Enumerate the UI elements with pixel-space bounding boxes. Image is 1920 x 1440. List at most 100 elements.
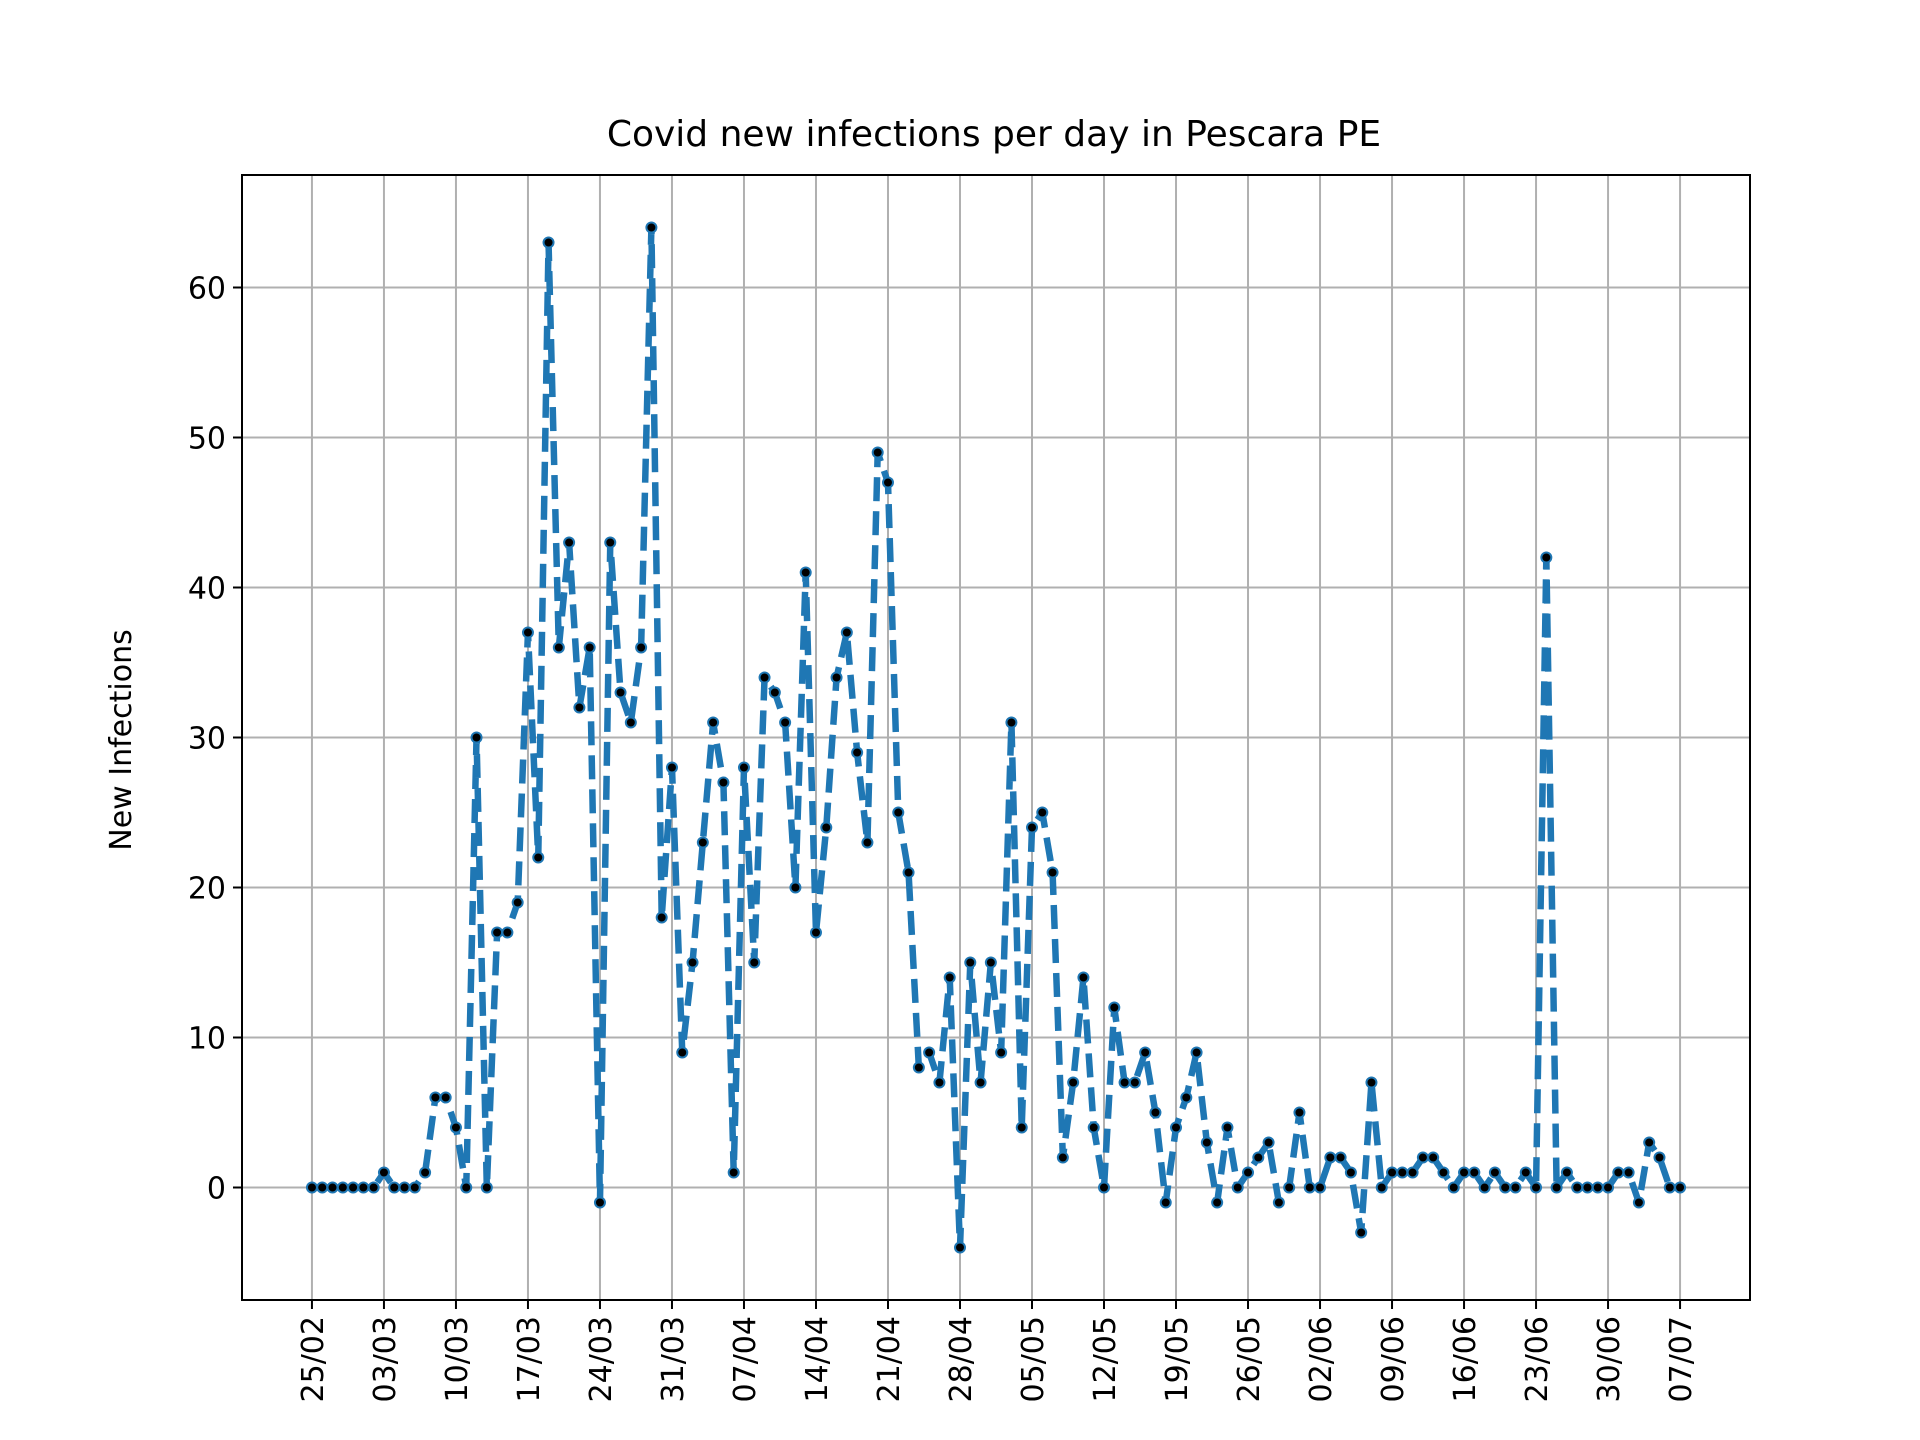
x-tick-label: 21/04 [872, 1316, 907, 1402]
data-point [1550, 1181, 1563, 1194]
y-tick-label: 20 [188, 872, 226, 907]
data-point [1077, 971, 1090, 984]
data-point [604, 536, 617, 549]
data-point [809, 926, 822, 939]
data-point [1571, 1181, 1584, 1194]
y-tick-label: 60 [188, 272, 226, 307]
x-tick-label: 28/04 [944, 1316, 979, 1402]
data-point [1015, 1121, 1028, 1134]
data-point [1519, 1166, 1532, 1179]
data-point [933, 1076, 946, 1089]
data-point [1355, 1226, 1368, 1239]
data-point [1530, 1181, 1543, 1194]
data-point [398, 1181, 411, 1194]
data-point [830, 671, 843, 684]
data-point [964, 956, 977, 969]
data-point [1458, 1166, 1471, 1179]
y-tick-label: 30 [188, 722, 226, 757]
data-point [316, 1181, 329, 1194]
data-point [1046, 866, 1059, 879]
data-point [480, 1181, 493, 1194]
data-point [1663, 1181, 1676, 1194]
data-point [1180, 1091, 1193, 1104]
x-tick-label: 26/05 [1232, 1316, 1267, 1402]
data-point [696, 836, 709, 849]
data-point [1653, 1151, 1666, 1164]
data-point [851, 746, 864, 759]
data-point [1170, 1121, 1183, 1134]
data-point [995, 1046, 1008, 1059]
data-point [655, 911, 668, 924]
data-point [1293, 1106, 1306, 1119]
data-point [779, 716, 792, 729]
y-tick-label: 40 [188, 572, 226, 607]
data-point [1427, 1151, 1440, 1164]
y-axis-label: New Infections [104, 629, 139, 850]
data-point [1447, 1181, 1460, 1194]
data-point [1602, 1181, 1615, 1194]
data-point [799, 566, 812, 579]
x-tick-label: 12/05 [1088, 1316, 1123, 1402]
data-point [1098, 1181, 1111, 1194]
data-point [892, 806, 905, 819]
data-point [1211, 1196, 1224, 1209]
data-point [1612, 1166, 1625, 1179]
data-point [1314, 1181, 1327, 1194]
data-point [984, 956, 997, 969]
data-point [1375, 1181, 1388, 1194]
x-tick-label: 30/06 [1592, 1316, 1627, 1402]
data-point [542, 236, 555, 249]
data-point [686, 956, 699, 969]
data-point [1026, 821, 1039, 834]
x-tick-label: 25/02 [296, 1316, 331, 1402]
data-point [357, 1181, 370, 1194]
data-point [1560, 1166, 1573, 1179]
x-tick-label: 05/05 [1016, 1316, 1051, 1402]
data-point [388, 1181, 401, 1194]
data-point [1221, 1121, 1234, 1134]
data-point [1272, 1196, 1285, 1209]
data-point [583, 641, 596, 654]
data-point [449, 1121, 462, 1134]
data-point [1283, 1181, 1296, 1194]
data-point [758, 671, 771, 684]
data-point [1324, 1151, 1337, 1164]
data-point [614, 686, 627, 699]
data-point [1499, 1181, 1512, 1194]
data-point [1622, 1166, 1635, 1179]
data-point [943, 971, 956, 984]
data-point [871, 446, 884, 459]
x-tick-label: 07/07 [1664, 1316, 1699, 1402]
data-point [840, 626, 853, 639]
data-point [573, 701, 586, 714]
data-point [1149, 1106, 1162, 1119]
data-point [377, 1166, 390, 1179]
data-point [1334, 1151, 1347, 1164]
data-point [1488, 1166, 1501, 1179]
data-point [912, 1061, 925, 1074]
data-point [1200, 1136, 1213, 1149]
data-point [1036, 806, 1049, 819]
data-point [419, 1166, 432, 1179]
data-point [1056, 1151, 1069, 1164]
y-tick-label: 0 [207, 1172, 226, 1207]
data-point [1478, 1181, 1491, 1194]
data-point [1139, 1046, 1152, 1059]
data-point [552, 641, 565, 654]
data-point [470, 731, 483, 744]
x-tick-label: 31/03 [656, 1316, 691, 1402]
data-point [429, 1091, 442, 1104]
data-point [439, 1091, 452, 1104]
data-point [1406, 1166, 1419, 1179]
data-point [1468, 1166, 1481, 1179]
data-point [1416, 1151, 1429, 1164]
data-point [881, 476, 894, 489]
data-point [1303, 1181, 1316, 1194]
data-point [1581, 1181, 1594, 1194]
data-point [408, 1181, 421, 1194]
chart-title: Covid new infections per day in Pescara … [607, 114, 1381, 155]
data-point [460, 1181, 473, 1194]
data-point [521, 626, 534, 639]
data-point [974, 1076, 987, 1089]
data-point [676, 1046, 689, 1059]
